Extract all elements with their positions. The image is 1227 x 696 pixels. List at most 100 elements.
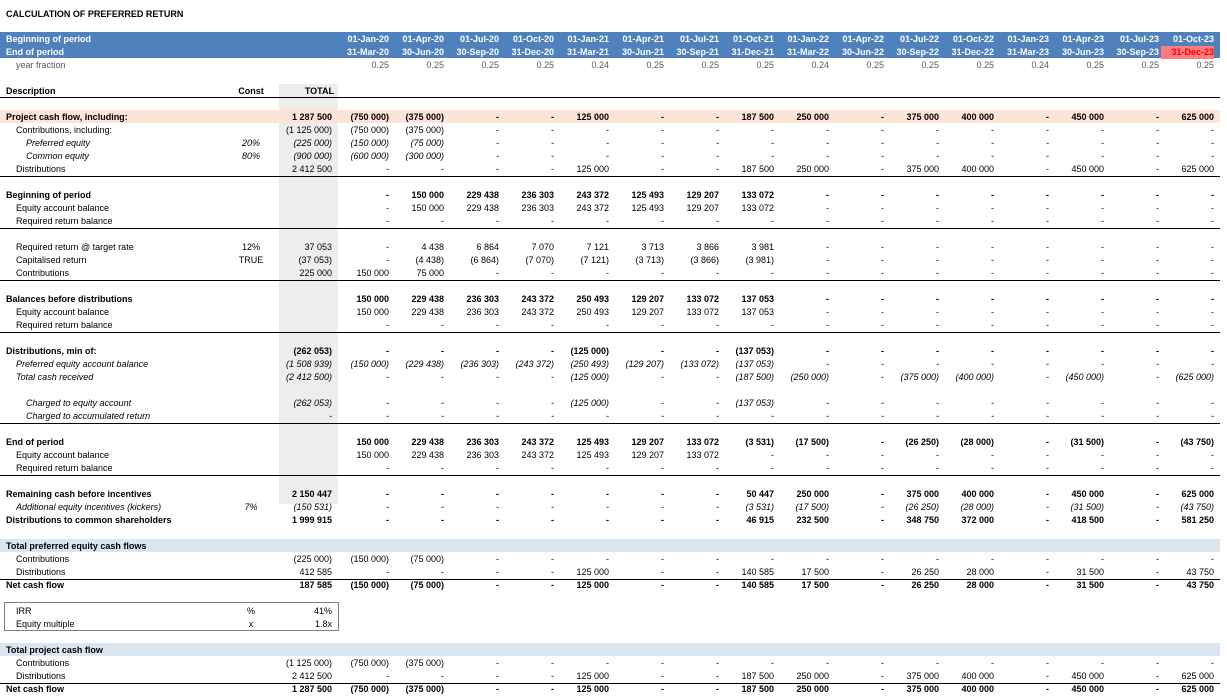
period-cell[interactable]: 01-Jan-20 — [347, 34, 389, 44]
cell-bbd-equity[interactable]: 250 493 — [576, 307, 609, 317]
cell-bop[interactable]: 125 493 — [631, 190, 664, 200]
period-cell[interactable]: 31-Dec-23 — [1161, 46, 1214, 59]
cell-remaining-cash[interactable]: - — [496, 489, 499, 499]
cell-bbd[interactable]: - — [936, 294, 939, 304]
cell-charged-accum[interactable]: - — [441, 411, 444, 421]
cell-eop-equity[interactable]: 150 000 — [356, 450, 389, 460]
cell-pref-distributions[interactable]: - — [1046, 567, 1049, 577]
period-cell[interactable]: 0.25 — [701, 60, 719, 70]
period-cell[interactable]: 0.24 — [811, 60, 829, 70]
period-cell[interactable]: 30-Sep-21 — [676, 47, 719, 57]
total-pref-contributions[interactable]: (225 000) — [293, 554, 332, 564]
period-cell[interactable]: 31-Mar-22 — [786, 47, 829, 57]
cell-eop[interactable]: (3 531) — [745, 437, 774, 447]
cell-eop[interactable]: 133 072 — [686, 437, 719, 447]
cell-contributions-2[interactable]: - — [1211, 268, 1214, 278]
row-label-bbd-required[interactable]: Required return balance — [16, 320, 113, 330]
cell-bop-equity[interactable]: - — [991, 203, 994, 213]
cell-charged-accum[interactable]: - — [1101, 411, 1104, 421]
cell-bbd-equity[interactable]: 243 372 — [521, 307, 554, 317]
cell-dist-common[interactable]: - — [716, 515, 719, 525]
row-label-remaining-cash[interactable]: Remaining cash before incentives — [6, 489, 152, 499]
cell-contributions-2[interactable]: - — [881, 268, 884, 278]
period-cell[interactable]: 0.25 — [536, 60, 554, 70]
cell-distributions[interactable]: 125 000 — [576, 164, 609, 174]
period-cell[interactable]: 31-Dec-20 — [511, 47, 554, 57]
description-header[interactable]: Description — [6, 86, 56, 96]
cell-dist-common[interactable]: - — [551, 515, 554, 525]
const-required-return[interactable]: 12% — [241, 242, 260, 252]
cell-eop-required[interactable]: - — [1211, 463, 1214, 473]
cell-remaining-cash[interactable]: - — [441, 489, 444, 499]
cell-contributions-2[interactable]: - — [1046, 268, 1049, 278]
cell-dist-common[interactable]: 348 750 — [906, 515, 939, 525]
cell-contributions-including[interactable]: - — [496, 125, 499, 135]
cell-pref-balance[interactable]: - — [1101, 359, 1104, 369]
cell-dist-min[interactable]: - — [1046, 346, 1049, 356]
cell-proj-net[interactable]: 375 000 — [906, 684, 939, 694]
cell-pref-balance[interactable]: (137 053) — [735, 359, 774, 369]
cell-contributions-2[interactable]: - — [551, 268, 554, 278]
cell-pref-balance[interactable]: - — [991, 359, 994, 369]
period-cell[interactable]: 30-Sep-20 — [456, 47, 499, 57]
cell-pref-distributions[interactable]: 26 250 — [911, 567, 939, 577]
cell-contributions-including[interactable]: - — [661, 125, 664, 135]
row-label-eop-equity[interactable]: Equity account balance — [16, 450, 110, 460]
cell-proj-contributions[interactable]: - — [1211, 658, 1214, 668]
cell-distributions[interactable]: 450 000 — [1071, 164, 1104, 174]
period-cell[interactable]: 30-Sep-23 — [1116, 47, 1159, 57]
cell-charged-accum[interactable]: - — [1211, 411, 1214, 421]
cell-capitalised-return[interactable]: - — [1101, 255, 1104, 265]
period-cell[interactable]: 0.25 — [921, 60, 939, 70]
cell-total-cash[interactable]: (400 000) — [955, 372, 994, 382]
period-cell[interactable]: 30-Jun-22 — [841, 47, 884, 57]
cell-pref-net[interactable]: 28 000 — [966, 580, 994, 590]
cell-common-equity[interactable]: - — [496, 151, 499, 161]
cell-charged-equity[interactable]: - — [551, 398, 554, 408]
row-label-pref-distributions[interactable]: Distributions — [16, 567, 66, 577]
cell-charged-accum[interactable]: - — [881, 411, 884, 421]
cell-pref-distributions[interactable]: 43 750 — [1186, 567, 1214, 577]
cell-pref-balance[interactable]: - — [1156, 359, 1159, 369]
cell-required-return[interactable]: 7 070 — [531, 242, 554, 252]
cell-bop[interactable]: - — [936, 190, 939, 200]
cell-eop[interactable]: (17 500) — [795, 437, 829, 447]
cell-preferred-equity[interactable]: (75 000) — [410, 138, 444, 148]
cell-dist-min[interactable]: - — [441, 346, 444, 356]
cell-proj-distributions[interactable]: 125 000 — [576, 671, 609, 681]
cell-bbd-required[interactable]: - — [661, 320, 664, 330]
cell-proj-distributions[interactable]: 375 000 — [906, 671, 939, 681]
cell-kickers[interactable]: - — [386, 502, 389, 512]
cell-required-return[interactable]: - — [1156, 242, 1159, 252]
cell-eop-equity[interactable]: - — [771, 450, 774, 460]
total-pref-distributions[interactable]: 412 585 — [299, 567, 332, 577]
cell-pref-net[interactable]: - — [1046, 580, 1049, 590]
cell-eop[interactable]: 129 207 — [631, 437, 664, 447]
cell-project-cash-flow[interactable]: 625 000 — [1181, 112, 1214, 122]
cell-proj-net[interactable]: - — [881, 684, 884, 694]
cell-remaining-cash[interactable]: - — [1156, 489, 1159, 499]
cell-total-cash[interactable]: (375 000) — [900, 372, 939, 382]
cell-bbd-required[interactable]: - — [771, 320, 774, 330]
cell-contributions-including[interactable]: - — [881, 125, 884, 135]
cell-pref-contributions[interactable]: - — [991, 554, 994, 564]
cell-bop-equity[interactable]: - — [1046, 203, 1049, 213]
cell-contributions-2[interactable]: - — [826, 268, 829, 278]
period-cell[interactable]: 0.25 — [371, 60, 389, 70]
period-cell[interactable]: 01-Oct-23 — [1172, 34, 1214, 44]
cell-capitalised-return[interactable]: - — [1046, 255, 1049, 265]
cell-dist-min[interactable]: - — [1156, 346, 1159, 356]
cell-bbd-required[interactable]: - — [826, 320, 829, 330]
cell-dist-min[interactable]: - — [551, 346, 554, 356]
cell-total-cash[interactable]: - — [386, 372, 389, 382]
cell-remaining-cash[interactable]: - — [1046, 489, 1049, 499]
cell-bop-equity[interactable]: 150 000 — [411, 203, 444, 213]
cell-contributions-2[interactable]: - — [991, 268, 994, 278]
cell-bbd-equity[interactable]: - — [1101, 307, 1104, 317]
cell-kickers[interactable]: (17 500) — [795, 502, 829, 512]
cell-project-cash-flow[interactable]: - — [496, 112, 499, 122]
cell-charged-accum[interactable]: - — [496, 411, 499, 421]
period-cell[interactable]: 01-Jan-22 — [787, 34, 829, 44]
row-label-charged-accum[interactable]: Charged to accumulated return — [26, 411, 151, 421]
cell-proj-net[interactable]: 450 000 — [1071, 684, 1104, 694]
